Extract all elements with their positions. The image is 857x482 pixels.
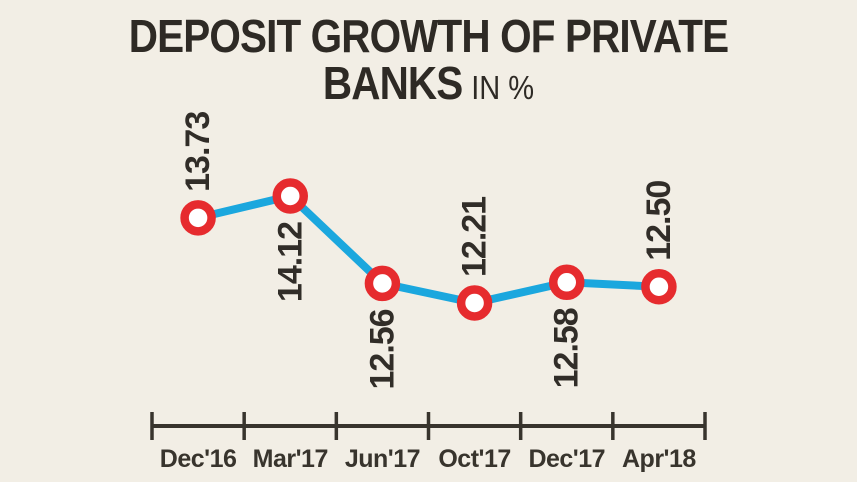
data-point-value-label: 12.50	[640, 181, 678, 261]
data-point-value-label: 13.73	[179, 112, 217, 192]
chart-title-line1: DEPOSIT GROWTH OF PRIVATE	[128, 10, 729, 62]
data-point-value-label: 12.21	[456, 197, 494, 277]
x-axis-label: Oct'17	[438, 445, 510, 473]
data-point-marker	[180, 200, 216, 236]
data-point-marker	[641, 269, 677, 305]
x-axis-label: Mar'17	[253, 445, 328, 473]
data-line	[194, 192, 663, 307]
chart-unit-label: IN %	[471, 68, 535, 106]
data-point-value-label: 14.12	[271, 222, 309, 302]
data-point-marker	[549, 264, 585, 301]
x-axis-label: Jun'17	[345, 445, 420, 473]
data-point-marker	[364, 265, 401, 302]
data-point-marker	[272, 178, 308, 214]
x-axis-label: Dec'16	[160, 445, 237, 473]
x-axis-label: Dec'17	[528, 445, 605, 473]
chart-title-line2: BANKS IN %	[51, 56, 805, 109]
x-axis-label: Apr'18	[622, 445, 696, 473]
data-point-marker	[456, 285, 493, 321]
data-point-value-label: 12.56	[363, 309, 401, 389]
data-point-value-label: 12.58	[548, 308, 586, 388]
chart-title: DEPOSIT GROWTH OF PRIVATE BANKS IN %	[51, 13, 805, 107]
chart-title-main: BANKS	[322, 56, 463, 109]
